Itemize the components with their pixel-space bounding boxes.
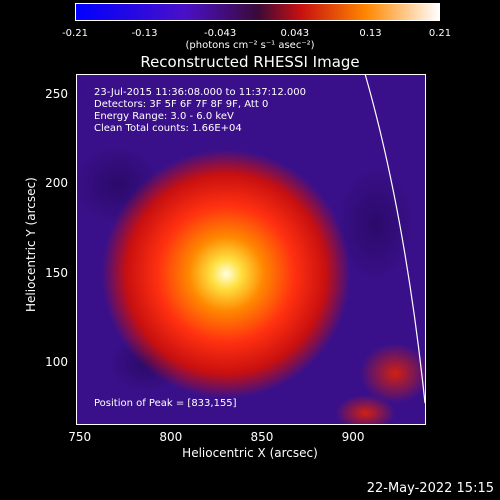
x-tick-label: 800 — [159, 430, 183, 444]
solar-limb-line — [364, 75, 425, 404]
y-tick-label: 100 — [45, 355, 68, 370]
info-line: Detectors: 3F 5F 6F 7F 8F 9F, Att 0 — [94, 99, 269, 110]
emission-source — [101, 149, 351, 399]
info-line: 23-Jul-2015 11:36:08.000 to 11:37:12.000 — [94, 87, 306, 98]
y-tick-label: 250 — [45, 86, 68, 101]
colorbar-tick-label: -0.13 — [131, 28, 158, 39]
x-tick-label: 850 — [250, 430, 274, 444]
colorbar — [75, 3, 440, 21]
y-tick-label: 200 — [45, 176, 68, 191]
x-axis-label: Heliocentric X (arcsec) — [182, 446, 318, 460]
x-tick-label: 900 — [341, 430, 365, 444]
image-region — [335, 164, 416, 284]
date-stamp: 22-May-2022 15:15 — [366, 481, 494, 496]
peak-position-label: Position of Peak = [833,155] — [94, 398, 237, 409]
chart-title: Reconstructed RHESSI Image — [140, 53, 360, 71]
y-axis-label: Heliocentric Y (arcsec) — [24, 177, 38, 312]
colorbar-tick-label: -0.043 — [204, 28, 237, 39]
image-region — [360, 343, 425, 404]
image-plot-area — [76, 74, 426, 425]
info-line: Clean Total counts: 1.66E+04 — [94, 123, 242, 134]
colorbar-tick-label: 0.13 — [359, 28, 382, 39]
colorbar-tick-label: 0.21 — [428, 28, 452, 39]
colorbar-tick-label: 0.043 — [280, 28, 310, 39]
colorbar-units-label: (photons cm⁻² s⁻¹ asec⁻²) — [185, 40, 315, 51]
info-line: Energy Range: 3.0 - 6.0 keV — [94, 111, 234, 122]
x-tick-label: 750 — [68, 430, 92, 444]
y-tick-label: 150 — [45, 265, 68, 280]
colorbar-tick-label: -0.21 — [62, 28, 88, 39]
image-region — [335, 395, 396, 424]
